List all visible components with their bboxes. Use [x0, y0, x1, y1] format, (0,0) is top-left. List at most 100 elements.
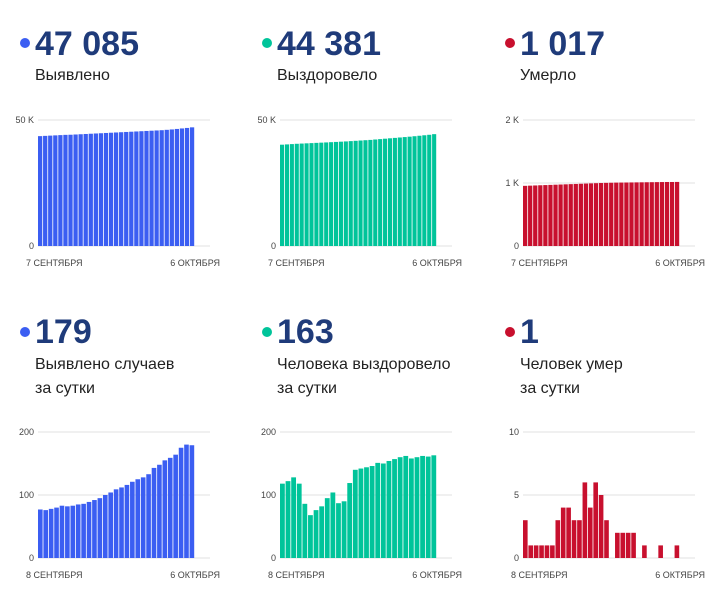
- bar: [397, 137, 402, 246]
- stat-value: 1: [520, 313, 539, 351]
- bar: [108, 492, 113, 558]
- y-tick-label: 100: [261, 490, 276, 500]
- bar: [296, 483, 302, 558]
- bar: [98, 133, 104, 246]
- series-dot: [505, 38, 515, 48]
- bar: [63, 134, 68, 246]
- bar: [624, 182, 629, 246]
- bar: [654, 182, 659, 246]
- bar: [615, 532, 620, 558]
- series-dot: [505, 327, 515, 337]
- bar: [383, 138, 388, 246]
- bar: [363, 140, 368, 246]
- bar: [285, 481, 291, 558]
- series-dot: [262, 38, 272, 48]
- bar: [162, 460, 168, 558]
- bar: [417, 135, 422, 246]
- stat-value: 163: [277, 313, 334, 351]
- bar: [387, 138, 393, 246]
- chart-deaths-total: 0 1 K 2 K 7 СЕНТЯБРЯ 6 ОКТЯБРЯ: [505, 115, 705, 268]
- y-tick-label: 0: [271, 553, 276, 563]
- stat-label-line2: за сутки: [277, 380, 337, 397]
- bar: [642, 545, 647, 558]
- bar: [347, 483, 353, 558]
- bar: [358, 468, 364, 558]
- bar: [124, 484, 130, 558]
- bar: [649, 182, 654, 246]
- bar: [550, 545, 555, 558]
- bar: [139, 131, 144, 246]
- bar: [65, 506, 70, 558]
- x-tick-label-end: 6 ОКТЯБРЯ: [412, 570, 462, 580]
- bar: [291, 477, 297, 558]
- bar: [135, 479, 141, 558]
- bar: [38, 509, 43, 558]
- bar: [43, 510, 49, 558]
- bar: [674, 181, 680, 246]
- x-tick-label-start: 8 СЕНТЯБРЯ: [26, 570, 83, 580]
- bar: [336, 503, 341, 558]
- chart-recovered-daily: 0 100 200 8 СЕНТЯБРЯ 6 ОКТЯБРЯ: [261, 427, 462, 580]
- bar: [81, 503, 86, 558]
- bar: [369, 466, 375, 558]
- bar: [425, 456, 431, 558]
- bar: [333, 141, 339, 246]
- y-tick-label: 200: [19, 427, 34, 437]
- bar: [146, 474, 151, 558]
- bar: [59, 505, 65, 558]
- stat-label-line1: Человека выздоровело: [277, 356, 451, 373]
- stat-value: 179: [35, 313, 92, 351]
- bar: [93, 133, 98, 246]
- bar: [593, 482, 598, 558]
- bar: [431, 455, 437, 558]
- bar: [375, 462, 381, 558]
- bar: [113, 489, 119, 558]
- bar: [144, 130, 149, 246]
- bar: [38, 136, 43, 246]
- chart-deaths-daily: 0 5 10 8 СЕНТЯБРЯ 6 ОКТЯБРЯ: [509, 427, 705, 580]
- bar: [102, 495, 108, 558]
- bar: [620, 532, 626, 558]
- bar: [92, 500, 97, 558]
- bar: [314, 142, 319, 246]
- bar: [563, 184, 568, 246]
- stat-label-line1: Выявлено случаев: [35, 356, 175, 373]
- bar: [392, 459, 397, 558]
- bar: [324, 498, 330, 558]
- bar: [58, 135, 63, 246]
- bar: [154, 130, 159, 246]
- bar: [164, 129, 169, 246]
- bar: [324, 142, 329, 246]
- bar: [329, 142, 334, 246]
- bar: [343, 141, 348, 246]
- y-tick-label: 0: [514, 241, 519, 251]
- bar: [420, 455, 425, 558]
- bar: [528, 545, 534, 558]
- bar: [319, 506, 325, 558]
- bar: [378, 139, 383, 246]
- bar: [380, 463, 386, 558]
- y-tick-label: 50 K: [257, 115, 276, 125]
- y-tick-label: 50 K: [15, 115, 34, 125]
- bar: [523, 185, 528, 246]
- bar: [130, 481, 135, 558]
- bar: [134, 131, 139, 246]
- bar: [538, 185, 543, 246]
- bar: [414, 457, 420, 558]
- bar: [523, 520, 528, 558]
- bar: [593, 183, 599, 246]
- bar: [319, 142, 324, 246]
- x-tick-label-start: 7 СЕНТЯБРЯ: [511, 258, 568, 268]
- bar: [70, 505, 76, 558]
- bar: [625, 532, 631, 558]
- bar: [544, 545, 550, 558]
- bar: [422, 135, 427, 246]
- bar: [629, 182, 634, 246]
- bar: [407, 136, 412, 246]
- x-tick-label-start: 7 СЕНТЯБРЯ: [268, 258, 325, 268]
- bar: [571, 520, 577, 558]
- bar: [304, 143, 309, 246]
- bar: [302, 503, 308, 558]
- bar: [73, 134, 78, 246]
- bar: [149, 130, 154, 246]
